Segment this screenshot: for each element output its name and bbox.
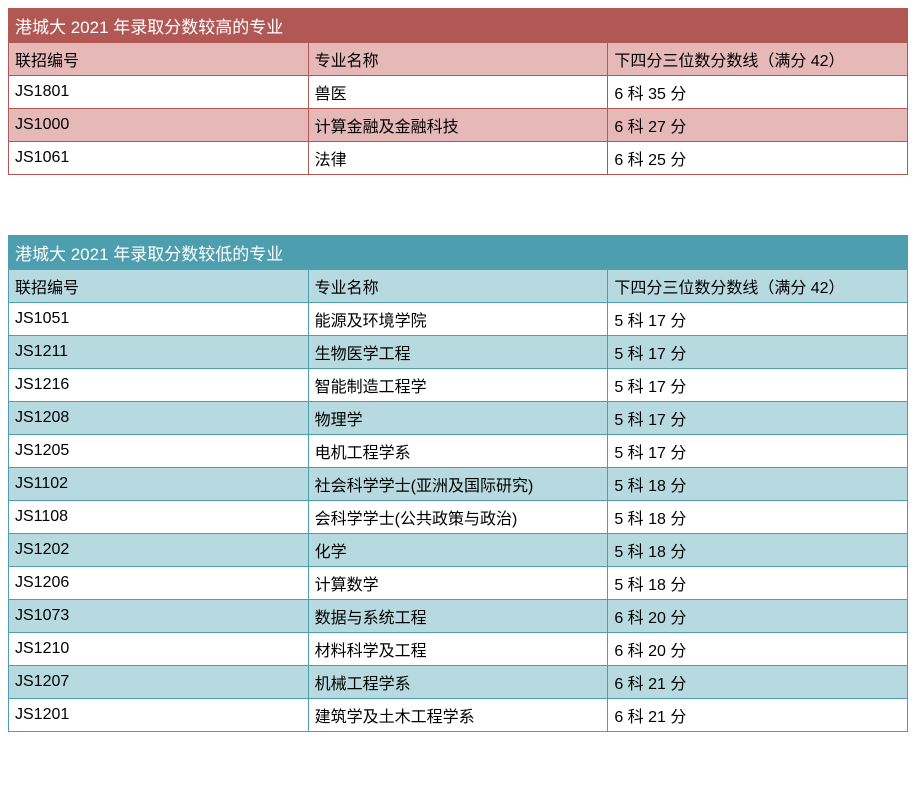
table-cell: 数据与系统工程 (308, 600, 608, 633)
table-cell: 生物医学工程 (308, 336, 608, 369)
table-cell: 物理学 (308, 402, 608, 435)
table-cell: 法律 (308, 142, 608, 175)
table-cell: JS1216 (9, 369, 309, 402)
table-cell: JS1000 (9, 109, 309, 142)
column-header: 下四分三位数分数线（满分 42） (608, 270, 908, 303)
table-row: JS1210材料科学及工程6 科 20 分 (9, 633, 908, 666)
table-cell: 5 科 17 分 (608, 303, 908, 336)
table-cell: JS1211 (9, 336, 309, 369)
table-cell: JS1202 (9, 534, 309, 567)
table-cell: 智能制造工程学 (308, 369, 608, 402)
table-title-row: 港城大 2021 年录取分数较高的专业 (9, 9, 908, 43)
table-cell: 6 科 21 分 (608, 666, 908, 699)
table-row: JS1211生物医学工程5 科 17 分 (9, 336, 908, 369)
table-row: JS1202化学5 科 18 分 (9, 534, 908, 567)
table-cell: 5 科 18 分 (608, 501, 908, 534)
column-header: 下四分三位数分数线（满分 42） (608, 43, 908, 76)
table-gap (8, 175, 908, 235)
data-table: 港城大 2021 年录取分数较低的专业联招编号专业名称下四分三位数分数线（满分 … (8, 235, 908, 732)
table-row: JS1208物理学5 科 17 分 (9, 402, 908, 435)
table-row: JS1216智能制造工程学5 科 17 分 (9, 369, 908, 402)
table-cell: JS1201 (9, 699, 309, 732)
table-row: JS1051能源及环境学院5 科 17 分 (9, 303, 908, 336)
table-cell: JS1801 (9, 76, 309, 109)
table-cell: 社会科学学士(亚洲及国际研究) (308, 468, 608, 501)
table-row: JS1201建筑学及土木工程学系6 科 21 分 (9, 699, 908, 732)
table-cell: 5 科 17 分 (608, 369, 908, 402)
table-cell: 6 科 21 分 (608, 699, 908, 732)
table-cell: 材料科学及工程 (308, 633, 608, 666)
table-cell: 能源及环境学院 (308, 303, 608, 336)
table-row: JS1108会科学学士(公共政策与政治)5 科 18 分 (9, 501, 908, 534)
tables-container: 港城大 2021 年录取分数较高的专业联招编号专业名称下四分三位数分数线（满分 … (8, 8, 908, 732)
table-title-row: 港城大 2021 年录取分数较低的专业 (9, 236, 908, 270)
table-row: JS1801兽医6 科 35 分 (9, 76, 908, 109)
table-row: JS1102社会科学学士(亚洲及国际研究)5 科 18 分 (9, 468, 908, 501)
table-cell: 5 科 17 分 (608, 336, 908, 369)
table-cell: JS1205 (9, 435, 309, 468)
table-cell: JS1206 (9, 567, 309, 600)
table-cell: 计算金融及金融科技 (308, 109, 608, 142)
table-cell: 5 科 18 分 (608, 567, 908, 600)
data-table: 港城大 2021 年录取分数较高的专业联招编号专业名称下四分三位数分数线（满分 … (8, 8, 908, 175)
table-cell: JS1061 (9, 142, 309, 175)
table-row: JS1073数据与系统工程6 科 20 分 (9, 600, 908, 633)
table-cell: JS1108 (9, 501, 309, 534)
table-cell: 电机工程学系 (308, 435, 608, 468)
table-cell: JS1051 (9, 303, 309, 336)
table-cell: 6 科 27 分 (608, 109, 908, 142)
table-cell: 会科学学士(公共政策与政治) (308, 501, 608, 534)
table-cell: 计算数学 (308, 567, 608, 600)
table-row: JS1206计算数学5 科 18 分 (9, 567, 908, 600)
table-title: 港城大 2021 年录取分数较低的专业 (9, 236, 908, 270)
table-cell: JS1208 (9, 402, 309, 435)
table-cell: 5 科 18 分 (608, 468, 908, 501)
table-cell: 6 科 20 分 (608, 600, 908, 633)
table-row: JS1205电机工程学系5 科 17 分 (9, 435, 908, 468)
table-title: 港城大 2021 年录取分数较高的专业 (9, 9, 908, 43)
table-cell: 5 科 17 分 (608, 435, 908, 468)
column-header: 专业名称 (308, 270, 608, 303)
table-cell: JS1073 (9, 600, 309, 633)
table-row: JS1207机械工程学系6 科 21 分 (9, 666, 908, 699)
table-cell: 5 科 17 分 (608, 402, 908, 435)
column-header: 联招编号 (9, 43, 309, 76)
table-cell: 5 科 18 分 (608, 534, 908, 567)
table-cell: 6 科 35 分 (608, 76, 908, 109)
table-header-row: 联招编号专业名称下四分三位数分数线（满分 42） (9, 270, 908, 303)
table-cell: JS1210 (9, 633, 309, 666)
table-cell: 6 科 20 分 (608, 633, 908, 666)
table-cell: JS1102 (9, 468, 309, 501)
table-cell: 兽医 (308, 76, 608, 109)
table-cell: 6 科 25 分 (608, 142, 908, 175)
table-header-row: 联招编号专业名称下四分三位数分数线（满分 42） (9, 43, 908, 76)
table-row: JS1000计算金融及金融科技6 科 27 分 (9, 109, 908, 142)
table-cell: JS1207 (9, 666, 309, 699)
table-cell: 化学 (308, 534, 608, 567)
table-cell: 建筑学及土木工程学系 (308, 699, 608, 732)
table-row: JS1061法律6 科 25 分 (9, 142, 908, 175)
column-header: 联招编号 (9, 270, 309, 303)
column-header: 专业名称 (308, 43, 608, 76)
table-cell: 机械工程学系 (308, 666, 608, 699)
